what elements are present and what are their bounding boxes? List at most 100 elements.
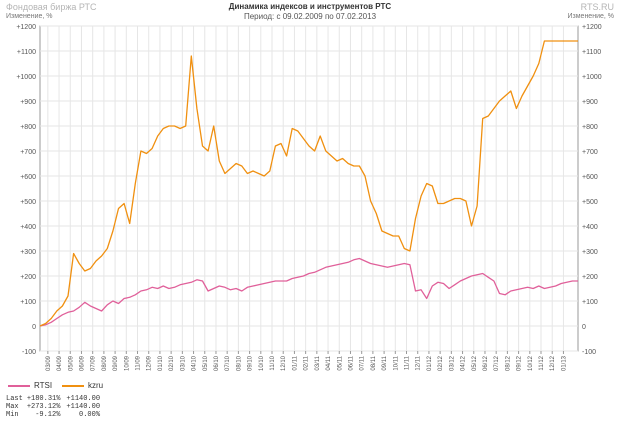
x-tick-label: 12/09 xyxy=(147,355,153,371)
stats-rtsi-max: +273.12% xyxy=(26,403,61,411)
x-tick-label: 02/10 xyxy=(169,355,175,371)
stats-label-min: Min xyxy=(6,411,19,419)
x-tick-label: 02/11 xyxy=(304,355,310,370)
x-tick-label: 09/11 xyxy=(382,355,388,370)
x-tick-label: 01/11 xyxy=(292,355,298,370)
chart-title: Динамика индексов и инструментов РТС xyxy=(228,2,392,11)
x-tick-label: 11/12 xyxy=(539,355,545,370)
x-tick-label: 01/12 xyxy=(427,355,433,371)
plot-frame xyxy=(39,25,579,352)
x-tick-label: 04/10 xyxy=(192,355,198,371)
y-tick-label-left: +1100 xyxy=(17,49,36,56)
y-tick-label-left: +600 xyxy=(20,174,36,181)
legend-rtsi-swatch xyxy=(8,384,30,387)
y-tick-label-left: +700 xyxy=(20,149,36,156)
x-tick-label: 11/11 xyxy=(405,355,411,370)
x-tick-label: 04/11 xyxy=(326,355,332,370)
y-axis-title-left: Изменение, % xyxy=(6,13,53,20)
x-tick-label: 05/11 xyxy=(337,355,343,370)
x-tick-label: 06/12 xyxy=(483,355,489,371)
x-tick-label: 08/12 xyxy=(505,355,511,371)
stats-rtsi-last: +180.31% xyxy=(26,395,61,403)
y-tick-label-left: +1000 xyxy=(16,74,36,81)
x-tick-label: 08/09 xyxy=(102,355,108,371)
x-tick-label: 04/12 xyxy=(461,355,467,371)
y-axis-title-right: Изменение, % xyxy=(567,13,615,20)
stats-row-last: Last +180.31% +1140.00 xyxy=(6,395,106,403)
x-tick-label: 11/10 xyxy=(270,355,276,370)
x-tick-label: 03/11 xyxy=(315,355,321,370)
site-watermark: RTS.RU xyxy=(580,2,614,12)
x-tick-label: 05/12 xyxy=(472,355,478,371)
y-tick-label-right: 0 xyxy=(582,324,586,331)
legend-rtsi-label: RTSI xyxy=(34,381,53,390)
y-tick-label-left: +200 xyxy=(20,274,36,281)
y-tick-label-left: +400 xyxy=(20,224,36,231)
x-tick-label: 05/10 xyxy=(203,355,209,371)
y-tick-label-right: +100 xyxy=(582,299,598,306)
stats-table: Last +180.31% +1140.00 Max +273.12% +114… xyxy=(6,395,106,419)
x-tick-label: 03/10 xyxy=(180,355,186,371)
y-tick-label-right: +300 xyxy=(582,249,598,256)
y-tick-label-left: +100 xyxy=(20,299,36,306)
y-tick-label-right: +1200 xyxy=(582,24,602,31)
series-line-kzru xyxy=(39,40,578,327)
legend-kzru-label: kzru xyxy=(88,381,104,390)
x-tick-label: 10/09 xyxy=(124,355,130,371)
stats-kzru-last: +1140.00 xyxy=(66,395,101,403)
x-tick-label: 12/11 xyxy=(416,355,422,370)
y-tick-label-right: +800 xyxy=(582,124,598,131)
y-tick-label-right: -100 xyxy=(582,349,596,356)
y-tick-label-right: +700 xyxy=(582,149,598,156)
y-tick-label-left: +900 xyxy=(20,99,36,106)
y-tick-label-left: +1200 xyxy=(16,24,36,31)
x-tick-label: 07/09 xyxy=(91,355,97,371)
x-tick-label: 06/09 xyxy=(79,355,85,371)
x-tick-label: 09/10 xyxy=(248,355,254,371)
x-tick-label: 06/11 xyxy=(348,355,354,370)
series-line-rtsi xyxy=(39,257,578,327)
x-tick-label: 09/12 xyxy=(517,355,523,371)
legend-rtsi: RTSI xyxy=(8,381,52,390)
y-tick-label-left: -100 xyxy=(22,349,36,356)
x-tick-label: 09/09 xyxy=(113,355,119,371)
stats-row-min: Min -9.12% 0.00% xyxy=(6,411,106,419)
x-tick-label: 07/10 xyxy=(225,355,231,371)
legend-kzru-swatch xyxy=(62,384,84,387)
y-tick-label-right: +400 xyxy=(582,224,598,231)
y-tick-label-right: +500 xyxy=(582,199,598,206)
x-tick-label: 12/12 xyxy=(550,355,556,371)
x-tick-label: 02/12 xyxy=(438,355,444,371)
x-tick-label: 01/10 xyxy=(158,355,164,371)
stats-label-last: Last xyxy=(6,395,23,403)
y-tick-label-left: +800 xyxy=(20,124,36,131)
legend-kzru: kzru xyxy=(62,381,103,390)
stats-kzru-min: 0.00% xyxy=(79,411,101,419)
y-tick-label-right: +1000 xyxy=(582,74,602,81)
y-tick-label-left: 0 xyxy=(32,324,36,331)
x-tick-label: 08/10 xyxy=(236,355,242,371)
x-tick-label: 03/09 xyxy=(46,355,52,371)
y-tick-label-right: +200 xyxy=(582,274,598,281)
stats-rtsi-min: -9.12% xyxy=(35,411,61,419)
x-tick-label: 04/09 xyxy=(57,355,63,371)
x-tick-label: 07/12 xyxy=(494,355,500,371)
stats-kzru-max: +1140.00 xyxy=(66,403,101,411)
y-tick-label-right: +1100 xyxy=(582,49,601,56)
x-tick-label: 01/13 xyxy=(561,355,567,371)
x-tick-label: 11/09 xyxy=(136,355,142,370)
x-tick-label: 06/10 xyxy=(214,355,220,371)
x-tick-label: 08/11 xyxy=(371,355,377,370)
x-tick-label: 12/10 xyxy=(281,355,287,371)
chart-period: Период: с 09.02.2009 по 07.02.2013 xyxy=(243,12,377,21)
stats-label-max: Max xyxy=(6,403,19,411)
x-tick-label: 05/09 xyxy=(68,355,74,371)
stats-row-max: Max +273.12% +1140.00 xyxy=(6,403,106,411)
y-tick-label-right: +900 xyxy=(582,99,598,106)
x-tick-label: 10/12 xyxy=(528,355,534,371)
y-tick-label-left: +500 xyxy=(20,199,36,206)
y-tick-label-right: +600 xyxy=(582,174,598,181)
x-tick-label: 03/12 xyxy=(449,355,455,371)
x-tick-label: 07/11 xyxy=(360,355,366,370)
x-tick-label: 10/10 xyxy=(259,355,265,371)
